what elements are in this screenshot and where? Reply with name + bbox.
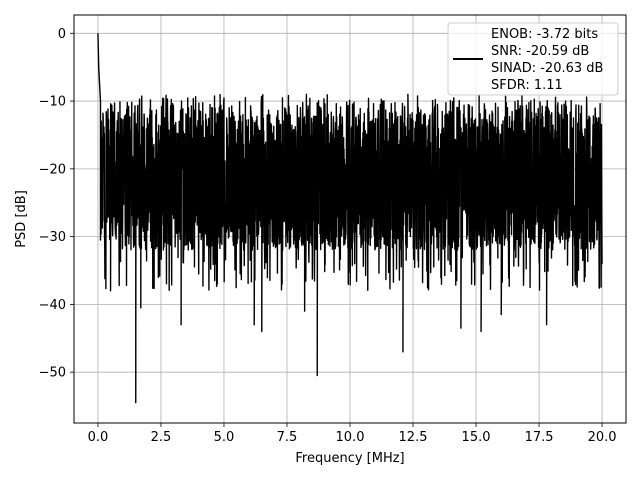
y-tick-label: −30 xyxy=(39,230,66,245)
y-ticks: 0 −10 −20 −30 −40 −50 xyxy=(39,27,74,381)
y-tick-label: −20 xyxy=(39,162,66,177)
x-tick-label: 12.5 xyxy=(399,430,428,445)
legend-entry-label: ENOB: -3.72 bits SNR: -20.59 dB SINAD: -20… xyxy=(491,27,603,93)
legend-text-line: SINAD: -20.63 dB xyxy=(491,61,603,76)
y-tick-label: −50 xyxy=(39,366,66,381)
x-tick-label: 20.0 xyxy=(588,430,617,445)
legend: ENOB: -3.72 bits SNR: -20.59 dB SINAD: -20… xyxy=(447,22,619,96)
x-tick-label: 2.5 xyxy=(151,430,172,445)
y-axis-label: PSD [dB] xyxy=(14,190,29,248)
x-tick-label: 5.0 xyxy=(214,430,235,445)
psd-series-line xyxy=(97,33,603,404)
x-ticks: 0.0 2.5 5.0 7.5 10.0 12.5 15.0 17.5 20.0 xyxy=(88,423,617,445)
legend-text-line: SNR: -20.59 dB xyxy=(491,44,589,59)
legend-box xyxy=(447,22,619,96)
series-group xyxy=(97,33,603,404)
x-tick-label: 17.5 xyxy=(525,430,554,445)
y-tick-label: 0 xyxy=(58,27,66,42)
x-tick-label: 15.0 xyxy=(462,430,491,445)
x-tick-label: 0.0 xyxy=(88,430,109,445)
x-tick-label: 7.5 xyxy=(277,430,298,445)
plot-area xyxy=(97,33,603,404)
x-axis-label: Frequency [MHz] xyxy=(295,451,404,466)
y-tick-label: −40 xyxy=(39,298,66,313)
y-tick-label: −10 xyxy=(39,95,66,110)
legend-text-line: ENOB: -3.72 bits xyxy=(491,27,598,42)
x-tick-label: 10.0 xyxy=(336,430,365,445)
legend-text-line: SFDR: 1.11 xyxy=(491,78,563,93)
